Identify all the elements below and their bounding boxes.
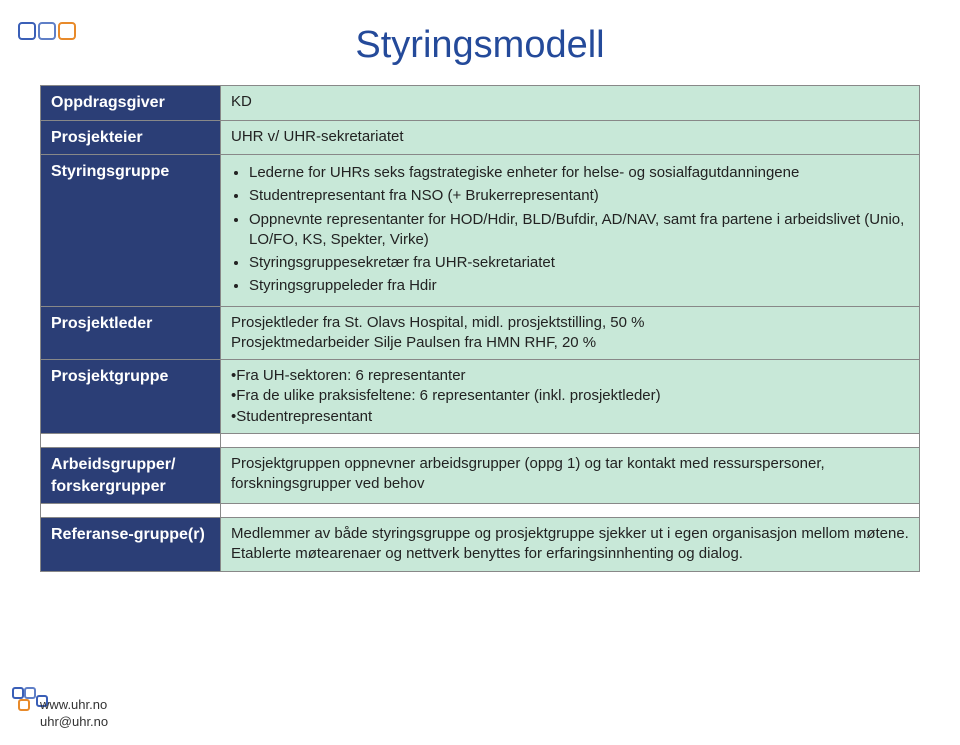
row-value: Prosjektleder fra St. Olavs Hospital, mi…: [221, 306, 920, 360]
row-value: Lederne for UHRs seks fagstrategiske enh…: [221, 155, 920, 307]
table-row: Referanse-gruppe(r) Medlemmer av både st…: [41, 518, 920, 572]
row-value: KD: [221, 86, 920, 121]
table-row: Styringsgruppe Lederne for UHRs seks fag…: [41, 155, 920, 307]
table-row: Prosjektleder Prosjektleder fra St. Olav…: [41, 306, 920, 360]
footer: www.uhr.no uhr@uhr.no: [40, 695, 108, 731]
list-item: Studentrepresentant fra NSO (+ Brukerrep…: [249, 186, 909, 206]
row-label: Styringsgruppe: [41, 155, 221, 307]
list-item: Oppnevnte representanter for HOD/Hdir, B…: [249, 210, 909, 251]
table-row: Prosjekteier UHR v/ UHR-sekretariatet: [41, 120, 920, 155]
row-value: UHR v/ UHR-sekretariatet: [221, 120, 920, 155]
row-value: Prosjektgruppen oppnevner arbeidsgrupper…: [221, 447, 920, 503]
page-title: Styringsmodell: [40, 24, 920, 67]
logo-top: [18, 22, 78, 45]
row-label: Prosjektleder: [41, 306, 221, 360]
footer-email: uhr@uhr.no: [40, 714, 108, 729]
row-label: Referanse-gruppe(r): [41, 518, 221, 572]
table-row: Arbeidsgrupper/ forskergrupper Prosjektg…: [41, 447, 920, 503]
list-item: Styringsgruppeleder fra Hdir: [249, 276, 909, 296]
row-value: Medlemmer av både styringsgruppe og pros…: [221, 518, 920, 572]
row-label: Oppdragsgiver: [41, 86, 221, 121]
table-row: Prosjektgruppe •Fra UH-sektoren: 6 repre…: [41, 360, 920, 434]
list-item: Lederne for UHRs seks fagstrategiske enh…: [249, 163, 909, 183]
row-label: Arbeidsgrupper/ forskergrupper: [41, 447, 221, 503]
list-item: Styringsgruppesekretær fra UHR-sekretari…: [249, 253, 909, 273]
table-row: Oppdragsgiver KD: [41, 86, 920, 121]
footer-url: www.uhr.no: [40, 697, 108, 712]
row-value: •Fra UH-sektoren: 6 representanter •Fra …: [221, 360, 920, 434]
governance-table: Oppdragsgiver KD Prosjekteier UHR v/ UHR…: [40, 85, 920, 572]
row-label: Prosjekteier: [41, 120, 221, 155]
row-label: Prosjektgruppe: [41, 360, 221, 434]
